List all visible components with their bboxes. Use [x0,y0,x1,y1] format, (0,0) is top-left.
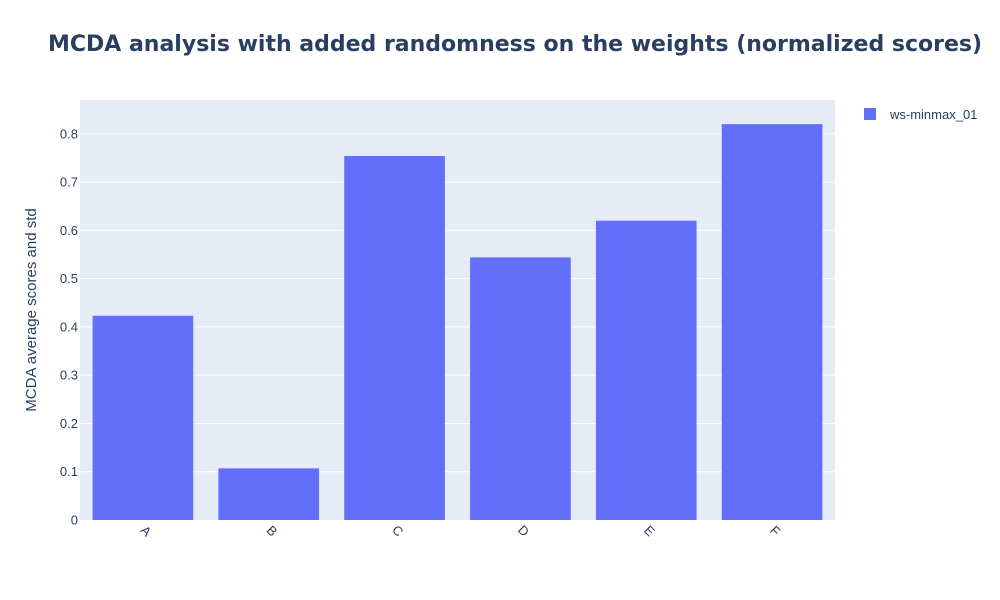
x-tick-label: E [641,522,658,539]
y-axis-label: MCDA average scores and std [23,208,40,411]
legend-swatch [864,108,876,120]
y-tick-label: 0.1 [60,464,78,479]
y-tick-label: 0.5 [60,271,78,286]
legend-label: ws-minmax_01 [889,107,977,122]
x-tick-label: A [138,522,155,539]
chart-title: MCDA analysis with added randomness on t… [48,32,982,57]
plot-area [80,100,835,520]
y-tick-label: 0.4 [60,319,78,334]
gridlines [80,133,835,473]
legend[interactable]: ws-minmax_01 [864,107,977,122]
bars [92,124,823,521]
x-tick-label: D [515,522,532,539]
bar-e[interactable] [595,220,697,521]
y-tick-label: 0.7 [60,175,78,190]
y-tick-label: 0.8 [60,126,78,141]
bar-b[interactable] [218,468,320,520]
x-tick-label: C [389,522,406,539]
x-tick-label: F [767,523,783,539]
x-axis-ticks: A B C D E F [138,522,784,539]
bar-a[interactable] [92,315,194,520]
y-tick-label: 0 [71,513,78,528]
y-tick-label: 0.2 [60,416,78,431]
y-tick-label: 0.3 [60,368,78,383]
x-tick-label: B [264,522,281,539]
bar-c[interactable] [344,156,445,520]
bar-f[interactable] [721,124,823,520]
y-axis-ticks: 0 0.1 0.2 0.3 0.4 0.5 0.6 0.7 0.8 [60,126,78,527]
bar-d[interactable] [470,257,571,520]
y-tick-label: 0.6 [60,223,78,238]
